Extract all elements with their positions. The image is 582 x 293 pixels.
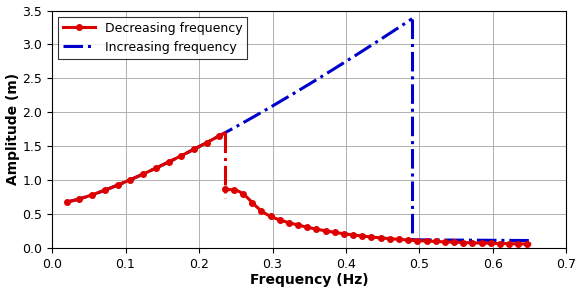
X-axis label: Frequency (Hz): Frequency (Hz): [250, 273, 368, 287]
Y-axis label: Amplitude (m): Amplitude (m): [6, 73, 20, 185]
Legend: Decreasing frequency, Increasing frequency: Decreasing frequency, Increasing frequen…: [58, 17, 247, 59]
